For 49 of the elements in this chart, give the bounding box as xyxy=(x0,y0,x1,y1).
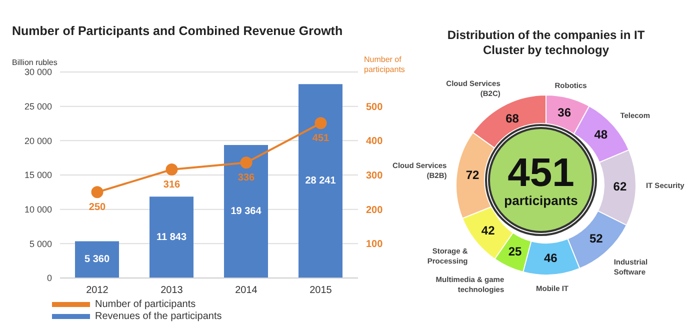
data-label: 316 xyxy=(163,180,181,191)
y-tick-label: 0 xyxy=(46,273,52,284)
bar xyxy=(224,145,268,278)
data-label: 46 xyxy=(544,251,558,266)
bar xyxy=(75,241,119,278)
y2-tick-label: 100 xyxy=(366,239,384,250)
text: participants xyxy=(504,193,578,208)
chart-title: Distribution of the companies in IT Cluster by technology xyxy=(446,28,646,58)
bar xyxy=(298,84,342,278)
data-label: 52 xyxy=(590,232,604,246)
x-tick-label: 2013 xyxy=(160,285,184,296)
data-label: 62 xyxy=(613,179,627,194)
y2-tick-label: 300 xyxy=(366,170,384,182)
x-tick-label: 2014 xyxy=(235,285,258,296)
chart-title: Number of Participants and Combined Revenue Growth xyxy=(12,24,343,38)
data-label: 11 843 xyxy=(156,232,187,243)
y-axis-title: Billion rubles xyxy=(12,58,58,67)
y-tick-label: 10 000 xyxy=(24,204,52,215)
data-label: 42 xyxy=(481,223,496,238)
data-label: 25 xyxy=(508,244,522,258)
legend-label: Revenues of the participants xyxy=(94,310,222,322)
y-tick-label: 15 000 xyxy=(24,170,52,180)
y2-axis-title: Number of participants xyxy=(364,55,406,75)
data-label: 72 xyxy=(466,168,480,182)
y2-tick-label: 200 xyxy=(366,204,384,216)
y-tick-label: 20 000 xyxy=(24,136,52,146)
data-label: 5 360 xyxy=(84,254,110,266)
y-tick-label: 25 000 xyxy=(24,102,52,112)
data-label: 36 xyxy=(558,105,572,120)
point xyxy=(240,156,252,169)
point xyxy=(166,164,178,176)
x-tick-label: 2012 xyxy=(86,285,109,296)
y-tick-label: 30 000 xyxy=(24,67,52,78)
data-label: 28 241 xyxy=(305,176,336,187)
y-tick-label: 5 000 xyxy=(29,238,52,249)
data-label: 48 xyxy=(594,128,608,142)
y2-tick-label: 500 xyxy=(366,102,384,113)
bar xyxy=(150,196,194,278)
point xyxy=(91,186,104,198)
data-label: 451 xyxy=(312,133,330,144)
data-label: 68 xyxy=(506,111,520,126)
data-label: 250 xyxy=(88,202,106,214)
data-label: 336 xyxy=(238,172,256,184)
text: 451 xyxy=(508,151,574,195)
x-tick-label: 2015 xyxy=(310,285,332,296)
point xyxy=(314,117,327,130)
data-label: 19 364 xyxy=(230,206,262,218)
legend-label: Number of participants xyxy=(94,298,197,310)
y2-tick-label: 400 xyxy=(366,136,384,148)
